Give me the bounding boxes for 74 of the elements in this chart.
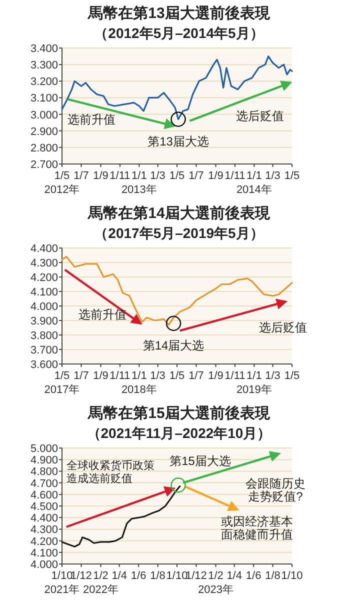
x-tick-label: 1/10 <box>166 570 188 582</box>
x-tick-label: 1/5 <box>284 370 300 382</box>
series-label: 或因经济基本面稳健而升值 <box>221 514 294 542</box>
y-tick-label: 3.700 <box>30 344 58 356</box>
x-tick-label: 1/7 <box>188 370 204 382</box>
x-tick-label: 1/5 <box>169 370 185 382</box>
x-tick-label: 1/11 <box>110 370 130 382</box>
x-tick-label: 1/3 <box>150 170 166 182</box>
series-label: 会跟随历史走势贬值? <box>245 476 306 504</box>
x-tick-label: 1/9 <box>93 170 108 182</box>
x-tick-label: 1/3 <box>265 170 280 182</box>
y-tick-label: 5.000 <box>30 443 58 455</box>
y-tick-label: 4.400 <box>30 512 58 525</box>
y-tick-label: 2.900 <box>30 126 58 138</box>
y-tick-label: 4.100 <box>30 286 58 298</box>
annotation: 第15届大选 <box>170 454 231 468</box>
chart-title: 馬幣在第14屆大選前後表現 <box>87 205 271 222</box>
chart-title: 馬幣在第13屆大選前後表現 <box>87 5 271 22</box>
series-label: 选前升值 <box>68 112 116 126</box>
x-tick-label: 1/3 <box>150 370 166 382</box>
y-tick-label: 4.500 <box>30 501 58 513</box>
annotation: 第13届大选 <box>148 134 209 148</box>
x-tick-label: 1/12 <box>186 570 207 582</box>
y-tick-label: 4.300 <box>30 524 58 536</box>
series-label: 选后贬值 <box>259 320 308 334</box>
x-tick-label: 1/11 <box>224 370 246 382</box>
chart-subtitle: （2017年5月–2019年5月） <box>94 225 264 241</box>
chart-subtitle: （2021年11月–2022年10月） <box>86 425 272 441</box>
y-tick-label: 4.700 <box>30 478 58 490</box>
x-tick-label: 1/3 <box>265 370 280 382</box>
chart-subtitle: （2012年5月–2014年5月） <box>94 25 264 41</box>
x-tick-label: 1/5 <box>284 170 300 182</box>
y-tick-label: 3.800 <box>30 330 58 342</box>
x-tick-label: 1/4 <box>112 570 127 582</box>
x-tick-label: 1/7 <box>74 370 89 382</box>
y-tick-label: 3.000 <box>30 109 58 122</box>
x-tick-label: 1/9 <box>93 370 108 382</box>
y-tick-label: 3.600 <box>30 359 58 371</box>
y-tick-label: 4.800 <box>30 466 58 478</box>
y-tick-label: 2.700 <box>30 159 58 171</box>
y-tick-label: 2.800 <box>30 142 58 154</box>
x-tick-label: 1/9 <box>208 170 224 182</box>
x-tick-label: 1/12 <box>70 570 92 582</box>
y-tick-label: 3.900 <box>30 316 58 328</box>
x-tick-label: 1/8 <box>150 570 166 582</box>
y-tick-label: 4.300 <box>30 258 58 270</box>
y-tick-label: 3.100 <box>30 92 58 105</box>
y-tick-label: 4.200 <box>30 272 58 284</box>
y-tick-label: 4.000 <box>30 301 58 313</box>
x-tick-label: 1/9 <box>208 370 224 382</box>
y-tick-label: 3.200 <box>30 76 58 88</box>
x-tick-label: 1/11 <box>110 170 130 182</box>
y-tick-label: 4.400 <box>30 243 58 255</box>
x-tick-label: 1/7 <box>188 170 204 182</box>
chart-title: 馬幣在第15屆大選前後表現 <box>87 405 271 422</box>
y-tick-label: 3.300 <box>30 60 58 72</box>
x-tick-label: 1/10 <box>281 570 303 582</box>
y-tick-label: 4.200 <box>30 536 58 548</box>
series-label: 选前升值 <box>78 308 127 322</box>
y-tick-label: 4.600 <box>30 489 58 502</box>
x-tick-label: 1/5 <box>169 170 185 182</box>
y-tick-label: 4.100 <box>30 547 58 560</box>
x-tick-label: 1/4 <box>226 570 242 582</box>
y-tick-label: 4.000 <box>30 559 58 571</box>
y-tick-label: 3.400 <box>30 43 58 55</box>
x-tick-label: 1/8 <box>265 570 280 582</box>
x-tick-label: 1/6 <box>130 570 146 582</box>
y-tick-label: 4.900 <box>30 454 58 467</box>
x-tick-label: 1/7 <box>74 170 89 182</box>
x-tick-label: 1/6 <box>246 570 262 582</box>
series-label: 选后贬值 <box>236 109 284 124</box>
series-label: 全球收紧货币政策造成选前贬值 <box>66 458 154 485</box>
x-tick-label: 1/11 <box>224 170 246 182</box>
annotation: 第14届大选 <box>142 338 204 352</box>
